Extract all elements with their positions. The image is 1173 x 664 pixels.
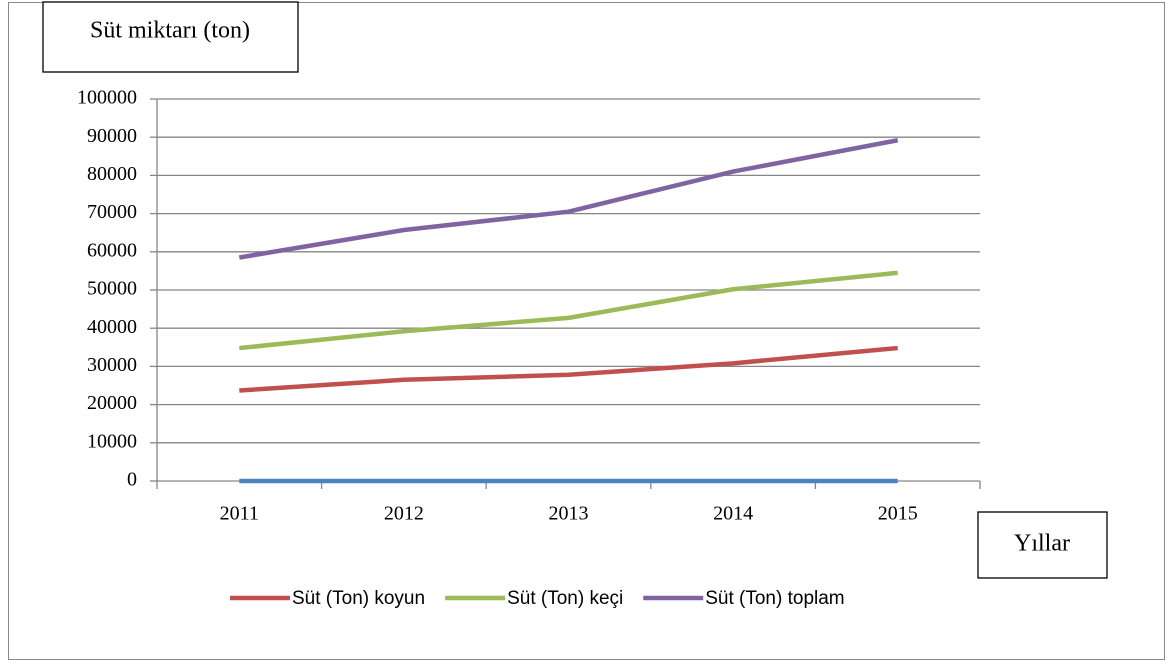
legend-label: Süt (Ton) koyun [292,588,425,609]
chart-border [8,2,1165,660]
series-line [239,345,898,393]
x-tick-label: 2012 [384,503,424,525]
y-tick-label: 30000 [87,354,137,376]
y-tick-label: 0 [127,469,137,491]
x-axis-label: Yıllar [1014,531,1070,557]
legend-label: Süt (Ton) toplam [705,588,844,609]
y-tick-label: 20000 [87,392,137,414]
x-axis-label-box [977,511,1108,579]
y-tick-label: 80000 [87,163,137,185]
series-line [239,270,898,351]
y-tick-label: 70000 [87,201,137,223]
y-axis-label: Süt miktarı (ton) [90,18,250,44]
legend-label: Süt (Ton) keçi [507,588,623,609]
y-tick-label: 60000 [87,239,137,261]
y-tick-label: 40000 [87,316,137,338]
x-tick-label: 2013 [549,503,589,525]
y-tick-label: 90000 [87,125,137,147]
x-tick-label: 2011 [220,503,259,525]
y-axis-label-box [42,1,299,73]
series-line [238,138,899,260]
y-tick-label: 100000 [77,87,137,109]
x-tick-label: 2015 [878,503,918,525]
x-tick-label: 2014 [713,503,753,525]
y-tick-label: 50000 [87,278,137,300]
y-tick-label: 10000 [87,430,137,452]
